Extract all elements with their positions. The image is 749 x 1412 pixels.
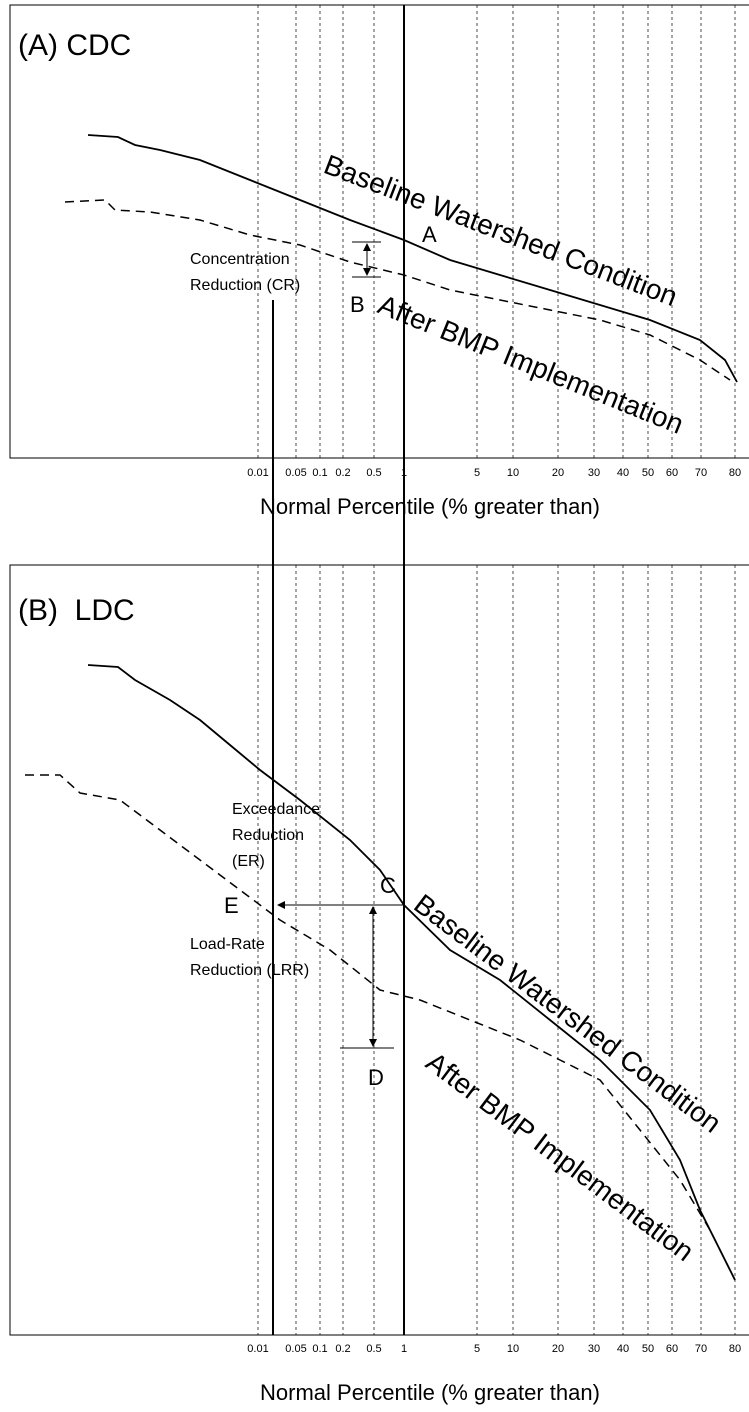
annotation: (ER) bbox=[232, 853, 265, 870]
x-tick-label: 20 bbox=[552, 467, 564, 479]
x-tick-label: 0.05 bbox=[285, 467, 306, 479]
curve-label: After BMP Implementation bbox=[374, 289, 688, 440]
baseline-curve bbox=[87, 664, 736, 1281]
x-tick-label: 30 bbox=[588, 1343, 600, 1355]
panel-frame bbox=[9, 564, 749, 1336]
after-bmp-curve bbox=[25, 774, 736, 1281]
x-tick-label: 0.01 bbox=[247, 467, 268, 479]
x-tick-label: 0.5 bbox=[366, 1343, 381, 1355]
x-tick-label: 50 bbox=[642, 467, 654, 479]
x-tick-label: 0.1 bbox=[312, 467, 327, 479]
x-tick-label: 0.5 bbox=[366, 467, 381, 479]
x-axis-title: Normal Percentile (% greater than) bbox=[260, 494, 600, 519]
x-tick-label: 60 bbox=[666, 1343, 678, 1355]
x-tick-label: 0.05 bbox=[285, 1343, 306, 1355]
point-label: B bbox=[350, 292, 365, 317]
x-tick-label: 60 bbox=[666, 467, 678, 479]
x-tick-label: 0.01 bbox=[247, 1343, 268, 1355]
annotation: Reduction bbox=[232, 827, 304, 844]
x-tick-label: 80 bbox=[729, 467, 741, 479]
x-tick-label: 0.2 bbox=[335, 467, 350, 479]
point-label: D bbox=[368, 1065, 384, 1090]
annotation: Concentration bbox=[190, 251, 290, 268]
panel-title: (B) LDC bbox=[18, 594, 135, 627]
point-label: E bbox=[224, 893, 239, 918]
x-tick-label: 1 bbox=[401, 1343, 407, 1355]
x-tick-label: 0.1 bbox=[312, 1343, 327, 1355]
x-tick-label: 80 bbox=[729, 1343, 741, 1355]
panel-title: (A) CDC bbox=[18, 29, 131, 62]
x-tick-label: 30 bbox=[588, 467, 600, 479]
curve-label: Baseline Watershed Condition bbox=[408, 888, 727, 1139]
x-tick-label: 5 bbox=[474, 467, 480, 479]
x-tick-label: 1 bbox=[401, 467, 407, 479]
annotation: Reduction (CR) bbox=[190, 277, 300, 294]
baseline-curve bbox=[87, 134, 738, 383]
x-tick-label: 50 bbox=[642, 1343, 654, 1355]
point-label: C bbox=[380, 873, 396, 898]
after-bmp-curve bbox=[64, 199, 731, 381]
annotation: Load-Rate bbox=[190, 936, 265, 953]
x-tick-label: 70 bbox=[695, 1343, 707, 1355]
x-tick-label: 40 bbox=[617, 1343, 629, 1355]
x-tick-label: 20 bbox=[552, 1343, 564, 1355]
x-tick-label: 70 bbox=[695, 467, 707, 479]
x-tick-label: 10 bbox=[507, 467, 519, 479]
annotation: Reduction (LRR) bbox=[190, 962, 309, 979]
x-tick-label: 5 bbox=[474, 1343, 480, 1355]
panel-frame bbox=[9, 4, 749, 459]
x-tick-label: 0.2 bbox=[335, 1343, 350, 1355]
x-tick-label: 40 bbox=[617, 467, 629, 479]
x-axis-title: Normal Percentile (% greater than) bbox=[260, 1380, 600, 1405]
annotation: Exceedance bbox=[232, 801, 320, 818]
x-tick-label: 10 bbox=[507, 1343, 519, 1355]
point-label: A bbox=[422, 222, 437, 247]
